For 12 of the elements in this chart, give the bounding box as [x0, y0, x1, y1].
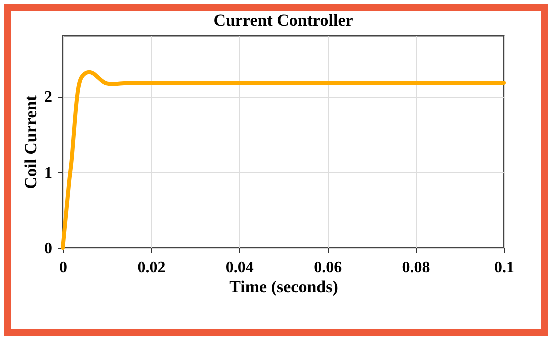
x-tick-label: 0 — [60, 260, 68, 276]
x-tick-label: 0.1 — [494, 260, 514, 276]
x-tick-label: 0.04 — [226, 260, 254, 276]
y-tick-label: 2 — [44, 89, 52, 106]
x-tick-label: 0.02 — [138, 260, 166, 276]
chart-title: Current Controller — [214, 11, 354, 30]
x-axis-title: Time (seconds) — [230, 278, 338, 296]
y-tick-label: 1 — [44, 164, 52, 182]
y-axis-title: Coil Current — [22, 95, 40, 190]
x-tick-label: 0.08 — [402, 260, 430, 276]
x-tick-label: 0.06 — [314, 260, 342, 276]
y-tick-label: 0 — [44, 240, 52, 258]
